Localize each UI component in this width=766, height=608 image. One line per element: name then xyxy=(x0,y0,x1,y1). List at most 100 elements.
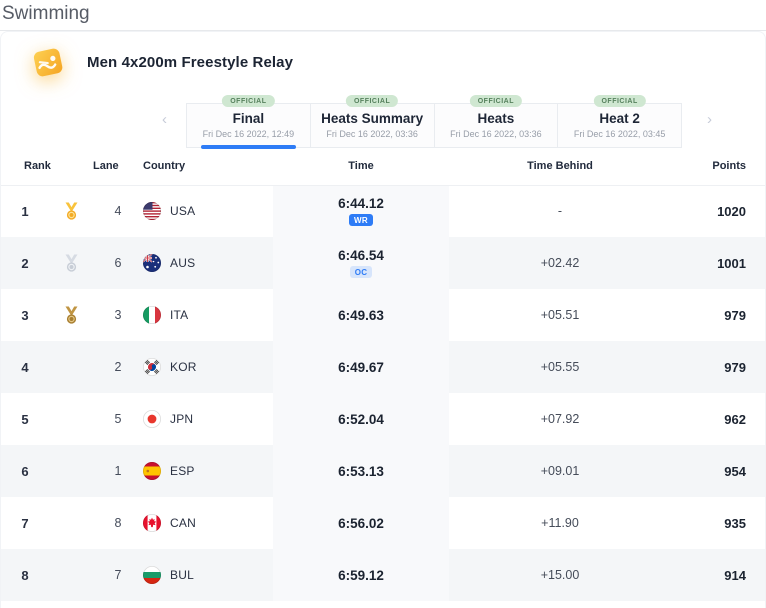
medal-cell xyxy=(49,497,93,549)
table-row[interactable]: 4 2 KOR 6:49.67 +05.55 979 xyxy=(1,341,765,393)
event-title: Men 4x200m Freestyle Relay xyxy=(87,53,294,71)
usa-flag-icon xyxy=(142,202,162,221)
table-row[interactable]: 7 8 CAN 6:56.02 +11.90 935 xyxy=(1,497,765,549)
time-behind-value: +02.42 xyxy=(540,256,580,270)
chevron-left-icon[interactable]: ‹ xyxy=(162,111,167,128)
time-behind-value: +15.00 xyxy=(540,568,580,582)
table-row[interactable]: 2 6 AUS 6:46.54 OC +02.42 1001 xyxy=(1,237,765,289)
rank-header: Rank xyxy=(1,148,93,186)
time-behind-value: +07.92 xyxy=(540,412,580,426)
medal-cell xyxy=(49,289,93,341)
table-header-row: Rank Lane Country Time Time Behind Point… xyxy=(1,148,765,186)
official-badge: OFFICIAL xyxy=(469,95,523,107)
tab-heat-2[interactable]: OFFICIAL Heat 2 Fri Dec 16 2022, 03:45 xyxy=(557,95,681,147)
medal-cell xyxy=(49,549,93,601)
ita-flag-icon xyxy=(142,305,162,325)
points-value: 914 xyxy=(724,567,746,583)
bul-flag-icon xyxy=(142,565,162,585)
time-behind-value: - xyxy=(557,204,563,219)
page-title: Swimming xyxy=(2,3,90,24)
time-value: 6:59.12 xyxy=(338,567,384,583)
medal-cell xyxy=(49,185,93,237)
record-badge: OC xyxy=(349,266,373,278)
time-value: 6:44.12 xyxy=(338,196,384,212)
country-code: JPN xyxy=(170,412,194,426)
event-card: Men 4x200m Freestyle Relay ‹ OFFICIAL Fi… xyxy=(0,31,766,608)
time-value: 6:49.63 xyxy=(338,307,384,323)
tab-bar: OFFICIAL Final Fri Dec 16 2022, 12:49 OF… xyxy=(186,95,682,149)
table-row[interactable]: 8 7 BUL 6:59.12 +15.00 914 xyxy=(1,549,765,601)
tabs-row: ‹ OFFICIAL Final Fri Dec 16 2022, 12:49 … xyxy=(1,90,765,149)
lane-value: 2 xyxy=(114,360,122,374)
header-divider xyxy=(0,30,766,31)
tab-date: Fri Dec 16 2022, 03:36 xyxy=(450,128,542,139)
tab-heats[interactable]: OFFICIAL Heats Fri Dec 16 2022, 03:36 xyxy=(433,95,558,147)
points-value: 962 xyxy=(724,411,746,427)
country-code: ESP xyxy=(170,464,195,478)
tab-label: Final xyxy=(232,111,265,126)
rank-value: 8 xyxy=(21,567,29,583)
official-badge: OFFICIAL xyxy=(222,95,275,107)
tab-label: Heat 2 xyxy=(599,111,640,126)
lane-value: 4 xyxy=(114,204,122,219)
time-behind-value: +05.55 xyxy=(540,360,580,374)
lane-value: 6 xyxy=(114,256,122,270)
time-value: 6:46.54 xyxy=(338,248,384,263)
country-code: BUL xyxy=(170,568,194,582)
record-badge: WR xyxy=(349,214,373,227)
lane-value: 7 xyxy=(114,568,122,582)
can-flag-icon xyxy=(142,513,162,533)
rank-value: 2 xyxy=(21,255,29,271)
time-value: 6:53.13 xyxy=(338,463,384,479)
tab-final[interactable]: OFFICIAL Final Fri Dec 16 2022, 12:49 xyxy=(187,95,310,149)
time-value: 6:49.67 xyxy=(338,359,384,375)
esp-flag-icon xyxy=(142,461,162,481)
time-value: 6:56.02 xyxy=(338,515,384,531)
table-row[interactable]: 6 1 ESP 6:53.13 +09.01 954 xyxy=(1,445,765,497)
country-code: KOR xyxy=(170,360,197,374)
time-behind-value: +11.90 xyxy=(541,516,579,530)
kor-flag-icon xyxy=(142,357,162,377)
bronze-medal-icon xyxy=(65,306,77,324)
time-behind-header: Time Behind xyxy=(449,148,671,186)
jpn-flag-icon xyxy=(142,409,162,429)
points-value: 979 xyxy=(724,359,746,375)
medal-cell xyxy=(49,393,93,445)
country-code: CAN xyxy=(170,516,196,530)
points-value: 1001 xyxy=(717,255,746,271)
medal-cell xyxy=(49,445,93,497)
table-row[interactable]: 3 3 ITA 6:49.63 +05.51 979 xyxy=(1,289,765,341)
lane-value: 5 xyxy=(114,412,122,426)
silver-medal-icon xyxy=(65,254,77,272)
rank-value: 1 xyxy=(21,203,29,219)
country-code: ITA xyxy=(170,308,189,322)
aus-flag-icon xyxy=(142,253,162,273)
tab-date: Fri Dec 16 2022, 03:45 xyxy=(573,128,666,139)
points-value: 979 xyxy=(724,307,746,323)
swimming-icon xyxy=(29,43,67,81)
time-behind-value: +09.01 xyxy=(540,464,580,478)
medal-cell xyxy=(49,237,93,289)
points-header: Points xyxy=(671,148,765,186)
results-table: Rank Lane Country Time Time Behind Point… xyxy=(1,148,765,601)
points-value: 954 xyxy=(724,463,746,479)
rank-value: 7 xyxy=(21,515,29,531)
table-row[interactable]: 5 5 JPN 6:52.04 +07.92 962 xyxy=(1,393,765,445)
official-badge: OFFICIAL xyxy=(593,95,646,107)
lane-value: 1 xyxy=(114,464,122,478)
country-code: AUS xyxy=(170,256,196,270)
rank-value: 4 xyxy=(21,359,29,375)
country-code: USA xyxy=(170,204,196,219)
points-value: 1020 xyxy=(717,203,746,219)
tab-heats-summary[interactable]: OFFICIAL Heats Summary Fri Dec 16 2022, … xyxy=(309,95,434,147)
rank-value: 5 xyxy=(21,411,29,427)
official-badge: OFFICIAL xyxy=(345,95,399,107)
points-value: 935 xyxy=(724,515,746,531)
chevron-right-icon[interactable]: › xyxy=(707,111,712,128)
tab-label: Heats xyxy=(477,111,515,126)
gold-medal-icon xyxy=(65,202,77,220)
country-header: Country xyxy=(143,148,273,186)
tab-date: Fri Dec 16 2022, 12:49 xyxy=(202,128,295,139)
table-row[interactable]: 1 4 USA 6:44.12 WR - 1020 xyxy=(1,185,765,237)
lane-value: 3 xyxy=(114,308,122,322)
